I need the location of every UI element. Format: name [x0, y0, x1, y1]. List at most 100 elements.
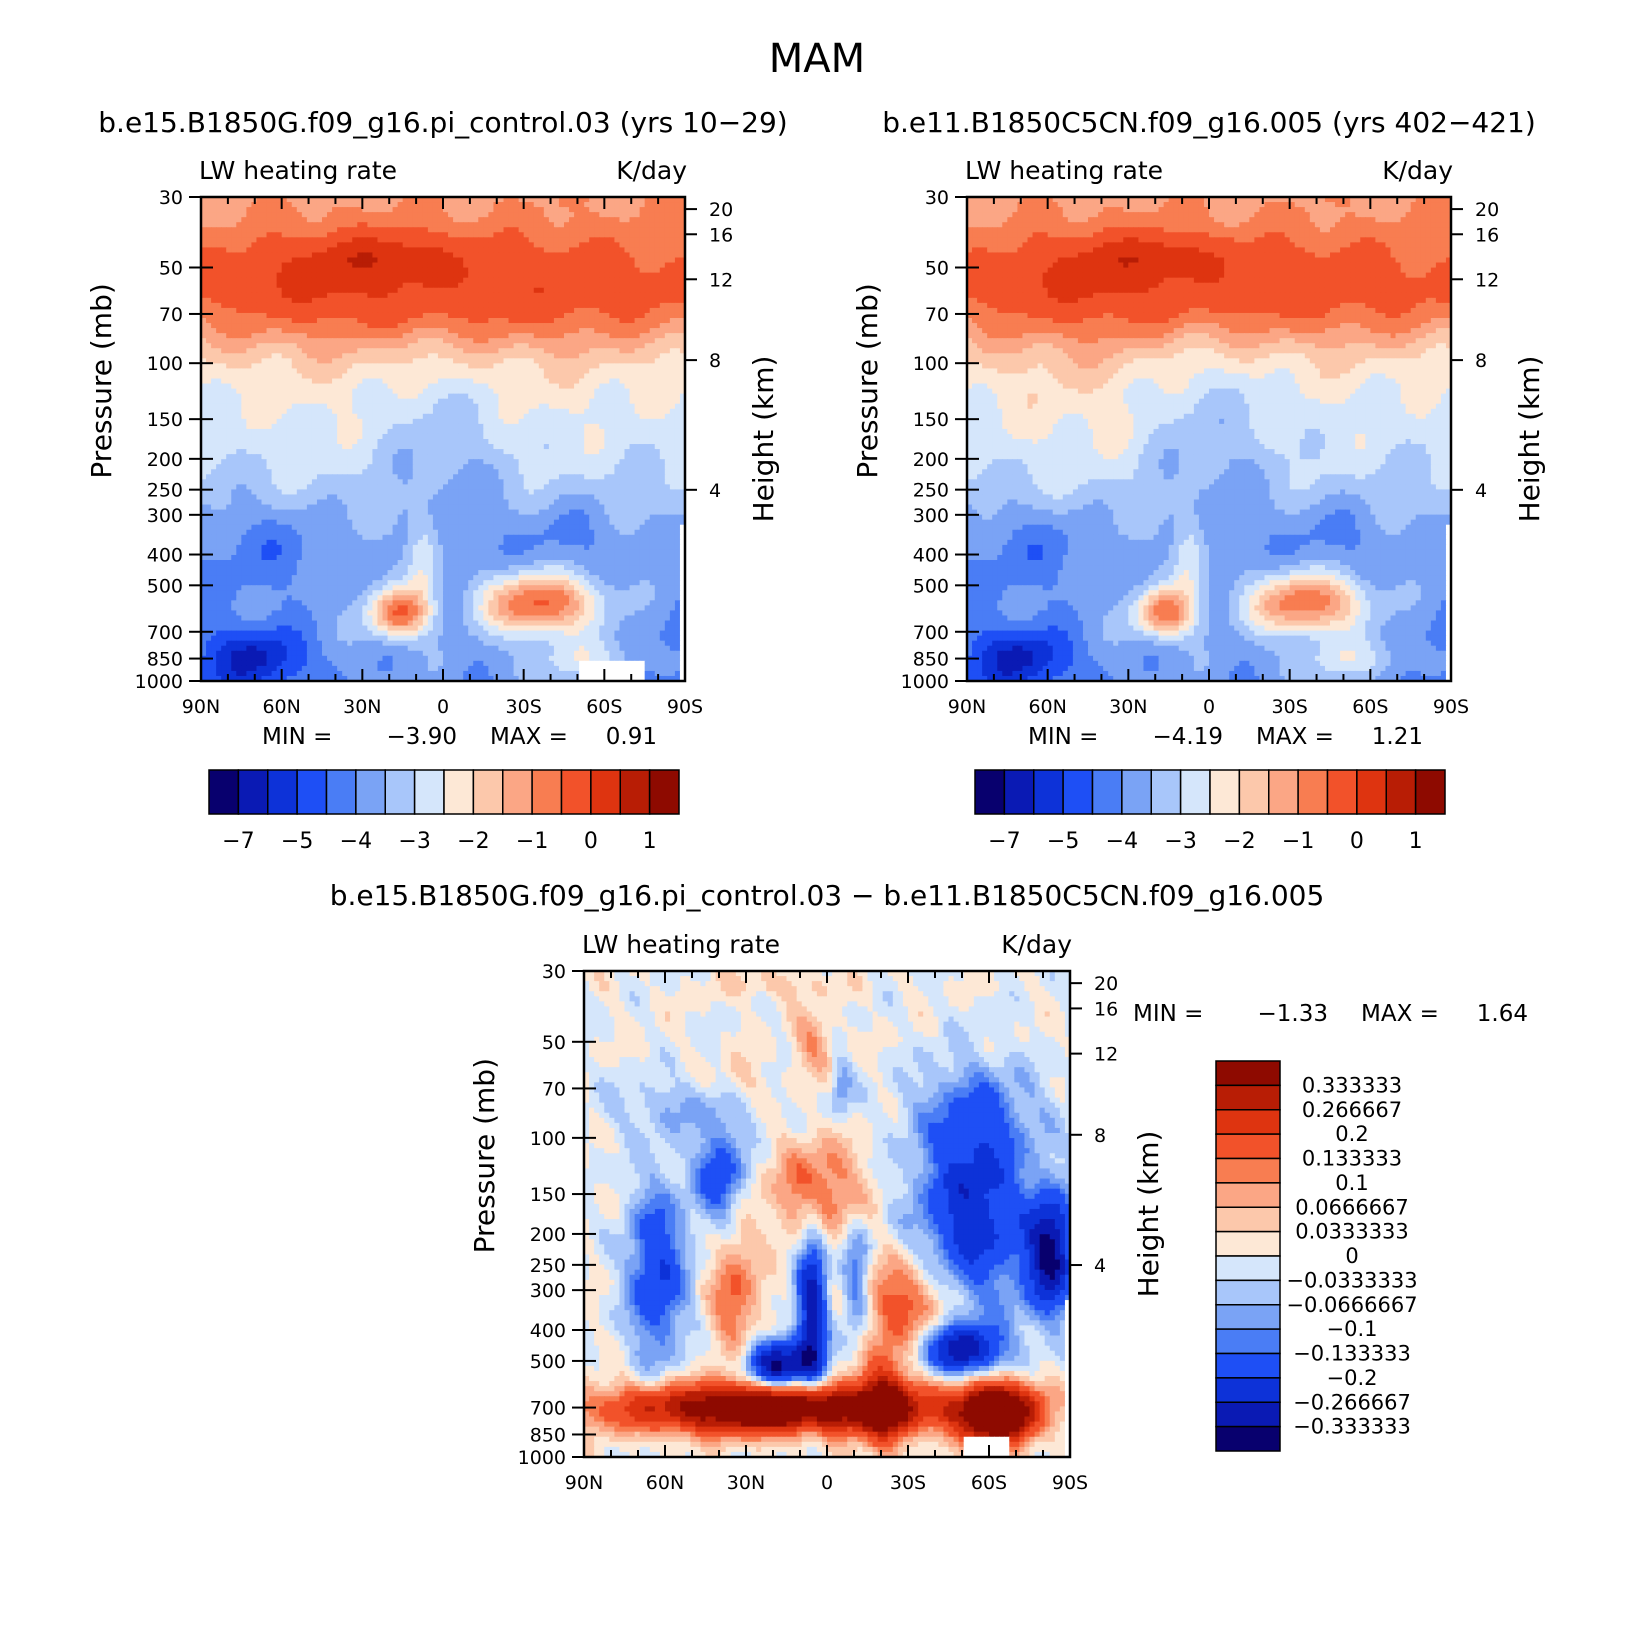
- heatmap-cell: [463, 378, 469, 385]
- heatmap-cell: [478, 323, 484, 329]
- heatmap-cell: [614, 333, 621, 339]
- heatmap-cell: [211, 439, 217, 445]
- heatmap-cell: [508, 307, 515, 314]
- heatmap-cell: [599, 232, 605, 238]
- heatmap-cell: [337, 252, 343, 259]
- heatmap-cell: [453, 353, 459, 359]
- heatmap-cell: [407, 307, 414, 314]
- heatmap-cell: [327, 272, 333, 279]
- heatmap-cell: [246, 439, 253, 445]
- heatmap-cell: [281, 217, 288, 223]
- heatmap-cell: [569, 323, 575, 329]
- heatmap-cell: [463, 388, 469, 395]
- heatmap-cell: [594, 277, 600, 284]
- heatmap-cell: [478, 212, 484, 218]
- heatmap-cell: [281, 423, 288, 430]
- heatmap-cell: [483, 272, 489, 279]
- heatmap-cell: [584, 257, 590, 264]
- heatmap-cell: [498, 197, 505, 203]
- heatmap-cell: [231, 363, 237, 370]
- heatmap-cell: [412, 222, 419, 228]
- heatmap-cell: [614, 202, 621, 208]
- heatmap-cell: [322, 277, 328, 284]
- heatmap-cell: [281, 428, 288, 435]
- heatmap-cell: [412, 292, 419, 299]
- heatmap-cell: [397, 237, 404, 243]
- heatmap-cell: [503, 383, 510, 390]
- heatmap-cell: [614, 353, 621, 359]
- heatmap-cell: [518, 408, 525, 415]
- heatmap-cell: [221, 358, 227, 364]
- heatmap-cell: [246, 343, 253, 349]
- heatmap-cell: [458, 398, 464, 405]
- heatmap-cell: [402, 373, 409, 380]
- heatmap-cell: [654, 267, 661, 274]
- heatmap-cell: [478, 444, 484, 450]
- heatmap-cell: [286, 252, 293, 259]
- heatmap-cell: [574, 212, 580, 218]
- heatmap-cell: [352, 378, 358, 385]
- heatmap-cell: [614, 408, 621, 415]
- heatmap-cell: [412, 423, 419, 430]
- heatmap-cell: [231, 232, 237, 238]
- heatmap-cell: [503, 398, 510, 405]
- heatmap-cell: [306, 353, 313, 359]
- heatmap-cell: [337, 439, 343, 445]
- heatmap-cell: [432, 333, 439, 339]
- heatmap-cell: [337, 202, 343, 208]
- heatmap-cell: [301, 292, 308, 299]
- heatmap-cell: [291, 348, 298, 354]
- heatmap-cell: [569, 232, 575, 238]
- heatmap-cell: [231, 277, 237, 284]
- heatmap-cell: [669, 257, 676, 264]
- heatmap-cell: [679, 363, 686, 370]
- heatmap-cell: [362, 444, 368, 450]
- heatmap-cell: [377, 428, 384, 435]
- heatmap-cell: [296, 302, 303, 309]
- heatmap-cell: [311, 272, 318, 279]
- heatmap-cell: [392, 358, 399, 364]
- heatmap-cell: [422, 348, 429, 354]
- heatmap-cell: [377, 338, 384, 344]
- heatmap-cell: [417, 358, 424, 364]
- heatmap-cell: [508, 353, 515, 359]
- heatmap-cell: [377, 287, 384, 294]
- heatmap-cell: [483, 318, 489, 324]
- heatmap-cell: [674, 363, 681, 370]
- heatmap-cell: [589, 297, 595, 304]
- heatmap-cell: [564, 307, 570, 314]
- heatmap-cell: [281, 302, 288, 309]
- heatmap-cell: [533, 358, 540, 364]
- heatmap-cell: [221, 338, 227, 344]
- heatmap-cell: [392, 413, 399, 420]
- heatmap-cell: [437, 338, 444, 344]
- heatmap-cell: [256, 333, 263, 339]
- heatmap-cell: [564, 393, 570, 400]
- heatmap-cell: [518, 323, 525, 329]
- heatmap-cell: [221, 232, 227, 238]
- heatmap-cell: [664, 358, 671, 364]
- heatmap-cell: [553, 444, 560, 450]
- heatmap-cell: [327, 348, 333, 354]
- heatmap-cell: [523, 393, 530, 400]
- heatmap-cell: [352, 297, 358, 304]
- heatmap-cell: [448, 333, 454, 339]
- heatmap-cell: [387, 348, 394, 354]
- heatmap-cell: [579, 353, 585, 359]
- heatmap-cell: [458, 262, 464, 269]
- heatmap-cell: [231, 343, 237, 349]
- heatmap-cell: [513, 287, 520, 294]
- heatmap-cell: [377, 217, 384, 223]
- heatmap-cell: [231, 373, 237, 380]
- heatmap-cell: [599, 328, 605, 334]
- heatmap-cell: [226, 207, 232, 213]
- heatmap-cell: [286, 232, 293, 238]
- heatmap-cell: [468, 403, 474, 410]
- heatmap-cell: [211, 232, 217, 238]
- heatmap-cell: [211, 292, 217, 299]
- heatmap-cell: [629, 323, 636, 329]
- heatmap-cell: [266, 368, 273, 375]
- heatmap-cell: [291, 449, 298, 455]
- heatmap-cell: [669, 318, 676, 324]
- heatmap-cell: [483, 257, 489, 264]
